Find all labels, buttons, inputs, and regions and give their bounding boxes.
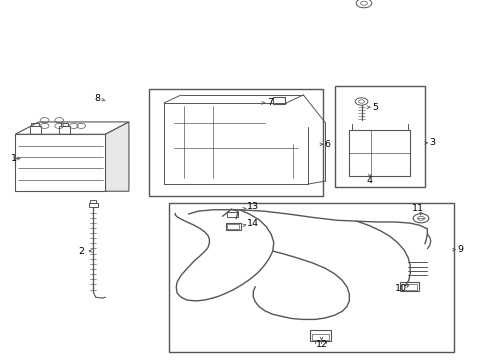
Text: 2: 2	[78, 247, 84, 256]
Bar	[149, 89, 322, 195]
Polygon shape	[15, 122, 129, 134]
Text: 8: 8	[94, 94, 100, 103]
Bar	[401, 284, 416, 290]
Bar	[312, 334, 328, 339]
Text: 14: 14	[247, 219, 259, 228]
Bar	[90, 201, 96, 203]
Text: 12: 12	[315, 340, 327, 349]
Bar	[168, 203, 453, 352]
Bar	[89, 203, 98, 207]
Bar	[31, 123, 39, 126]
Bar	[399, 282, 418, 291]
Text: 7: 7	[267, 98, 273, 107]
Bar	[348, 130, 409, 176]
Bar	[310, 330, 330, 341]
Bar	[227, 224, 239, 229]
Bar	[61, 123, 68, 126]
Text: 9: 9	[456, 245, 462, 254]
Bar	[30, 126, 41, 134]
Bar	[334, 86, 424, 187]
Text: 10: 10	[394, 284, 406, 293]
Text: 6: 6	[324, 140, 330, 149]
Text: 4: 4	[366, 176, 372, 185]
Polygon shape	[105, 122, 129, 191]
Bar	[225, 224, 240, 230]
Bar	[227, 212, 238, 217]
Text: 1: 1	[11, 154, 17, 163]
Polygon shape	[15, 134, 105, 191]
Text: 3: 3	[428, 138, 434, 147]
Text: 5: 5	[371, 103, 377, 112]
Text: 13: 13	[247, 202, 259, 211]
Text: 11: 11	[411, 204, 423, 213]
Bar	[59, 126, 70, 134]
